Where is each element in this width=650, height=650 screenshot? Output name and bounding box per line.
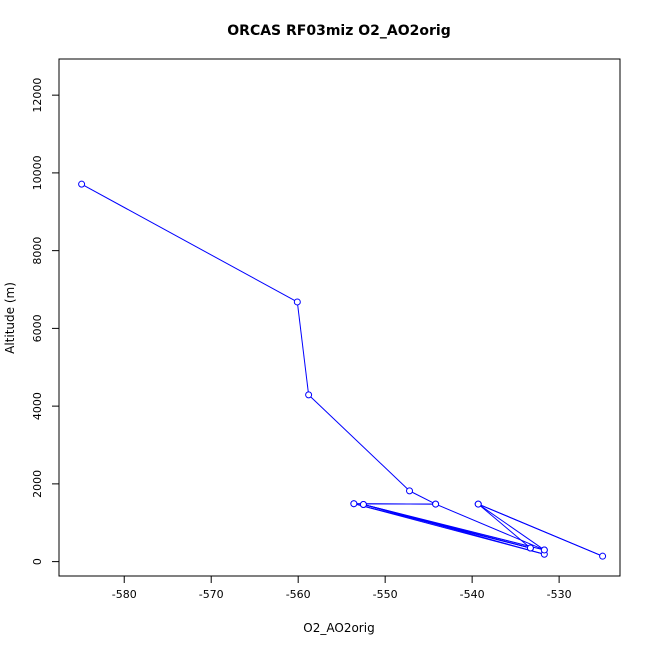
series-line-segment — [435, 503, 545, 551]
x-tick-label: -560 — [286, 588, 311, 601]
chart-title: ORCAS RF03miz O2_AO2orig — [227, 23, 450, 39]
series-line-segment — [363, 503, 531, 549]
series-line-segment — [409, 490, 436, 505]
data-point — [599, 552, 607, 560]
data-point — [350, 500, 358, 508]
data-point — [432, 500, 440, 508]
x-tick-label: -580 — [112, 588, 137, 601]
y-tick-label: 12000 — [31, 78, 44, 113]
data-point — [305, 391, 313, 399]
y-tick-label: 0 — [31, 558, 44, 565]
plot-frame — [58, 58, 621, 577]
x-tick-label: -530 — [547, 588, 572, 601]
x-tick-label: -550 — [373, 588, 398, 601]
series-line-segment — [478, 503, 603, 557]
data-point — [293, 298, 301, 306]
series-line-segment — [296, 301, 310, 395]
x-tick-label: -540 — [460, 588, 485, 601]
series-line-segment — [477, 503, 545, 551]
data-point — [474, 500, 482, 508]
y-tick-label: 8000 — [31, 237, 44, 265]
y-tick-label: 6000 — [31, 314, 44, 342]
series-line-segment — [477, 503, 531, 549]
y-axis: 0 2000 4000 6000 8000 10000 12000 — [31, 78, 59, 565]
y-axis-label: Altitude (m) — [3, 282, 17, 354]
series-line-segment — [81, 183, 298, 303]
x-axis-label: O2_AO2orig — [303, 621, 374, 635]
x-tick-label: -570 — [199, 588, 224, 601]
data-point — [526, 544, 534, 552]
series-line-segment — [308, 394, 410, 492]
data-point — [78, 180, 86, 188]
y-tick-label: 10000 — [31, 155, 44, 190]
y-tick-label: 4000 — [31, 392, 44, 420]
data-point — [359, 500, 367, 508]
x-axis: -580 -570 -560 -550 -540 -530 — [112, 576, 572, 601]
series-layer — [78, 180, 607, 560]
data-point — [540, 546, 548, 554]
y-tick-label: 2000 — [31, 470, 44, 498]
data-point — [406, 487, 414, 495]
